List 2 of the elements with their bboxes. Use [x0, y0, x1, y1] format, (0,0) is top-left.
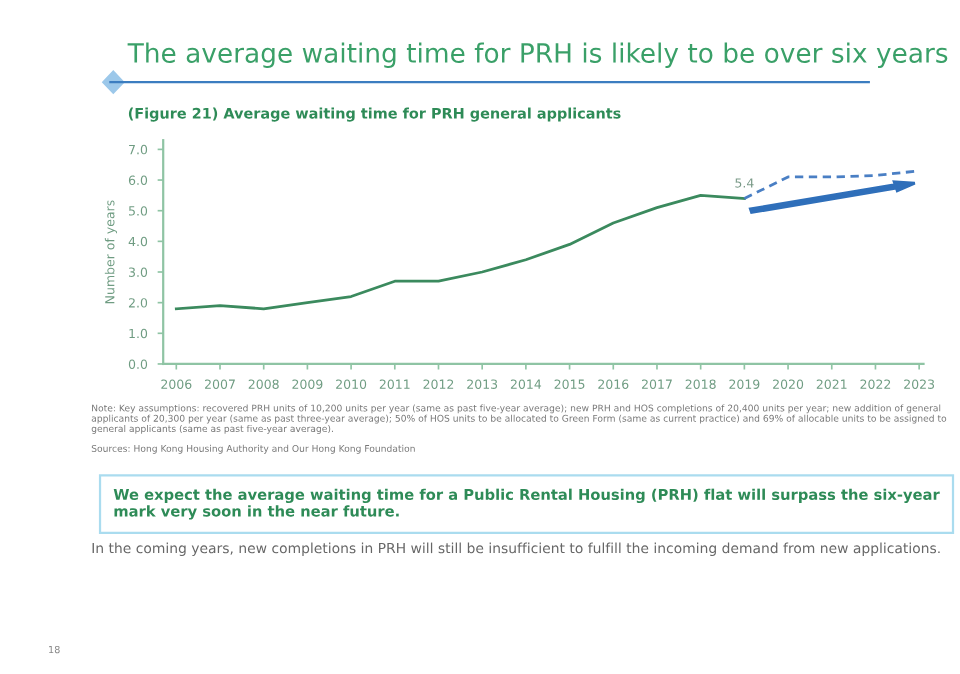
chart-title: The average waiting time for PRH is likely to be over six years: [127, 42, 948, 69]
line-series: [174, 193, 746, 311]
